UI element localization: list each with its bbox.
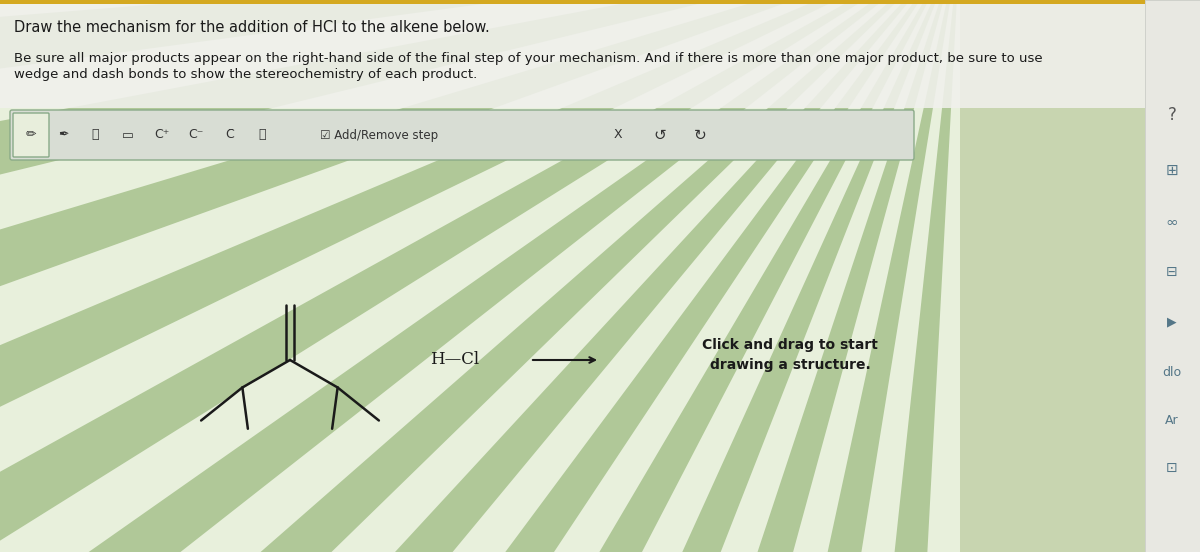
Polygon shape xyxy=(0,0,960,272)
Polygon shape xyxy=(46,0,960,552)
Polygon shape xyxy=(163,0,960,552)
Bar xyxy=(1145,0,1200,552)
Text: ▶: ▶ xyxy=(1168,316,1177,328)
Polygon shape xyxy=(0,0,960,126)
Polygon shape xyxy=(0,0,960,344)
Polygon shape xyxy=(709,0,960,552)
Text: ↺: ↺ xyxy=(654,128,666,142)
Polygon shape xyxy=(565,0,960,552)
Polygon shape xyxy=(637,0,960,552)
Polygon shape xyxy=(0,0,960,552)
Polygon shape xyxy=(858,0,960,552)
Text: X: X xyxy=(613,129,623,141)
Polygon shape xyxy=(226,0,960,552)
Text: C⁻: C⁻ xyxy=(188,129,204,141)
Text: ?: ? xyxy=(1168,106,1176,124)
Polygon shape xyxy=(356,0,960,552)
Text: ✋: ✋ xyxy=(91,129,98,141)
Text: H—Cl: H—Cl xyxy=(431,352,480,369)
Text: ∞: ∞ xyxy=(1165,215,1178,230)
Polygon shape xyxy=(424,0,960,552)
Polygon shape xyxy=(0,0,960,552)
Polygon shape xyxy=(0,0,960,52)
Text: Click and drag to start
drawing a structure.: Click and drag to start drawing a struct… xyxy=(702,338,878,371)
Polygon shape xyxy=(0,0,960,552)
Text: wedge and dash bonds to show the stereochemistry of each product.: wedge and dash bonds to show the stereoc… xyxy=(14,68,478,81)
Text: ⊟: ⊟ xyxy=(1166,265,1178,279)
Polygon shape xyxy=(0,0,960,484)
FancyBboxPatch shape xyxy=(13,113,49,157)
Polygon shape xyxy=(0,0,960,199)
Polygon shape xyxy=(0,0,960,552)
Bar xyxy=(0,0,1145,4)
Polygon shape xyxy=(0,0,960,552)
Polygon shape xyxy=(0,0,960,415)
Text: Be sure all major products appear on the right-hand side of the final step of yo: Be sure all major products appear on the… xyxy=(14,52,1043,65)
Polygon shape xyxy=(0,0,960,552)
Polygon shape xyxy=(0,0,960,552)
Bar xyxy=(0,0,1145,108)
Text: C⁺: C⁺ xyxy=(155,129,169,141)
Text: ✏: ✏ xyxy=(25,129,36,141)
Text: ⌒: ⌒ xyxy=(258,129,265,141)
Polygon shape xyxy=(289,0,960,552)
Polygon shape xyxy=(103,0,960,552)
Text: ▭: ▭ xyxy=(122,129,134,141)
Text: ↻: ↻ xyxy=(694,128,707,142)
Text: C̈: C̈ xyxy=(226,129,234,141)
Text: ✒: ✒ xyxy=(58,129,68,141)
Text: ⊡: ⊡ xyxy=(1166,461,1178,475)
Polygon shape xyxy=(0,0,960,552)
Text: Draw the mechanism for the addition of HCl to the alkene below.: Draw the mechanism for the addition of H… xyxy=(14,20,490,35)
Polygon shape xyxy=(0,0,960,552)
FancyBboxPatch shape xyxy=(10,110,914,160)
Text: dlo: dlo xyxy=(1163,365,1182,379)
Text: ⊞: ⊞ xyxy=(1165,162,1178,178)
Text: ☑ Add/Remove step: ☑ Add/Remove step xyxy=(320,129,438,141)
Polygon shape xyxy=(493,0,960,552)
Text: Ar: Ar xyxy=(1165,413,1178,427)
Polygon shape xyxy=(784,0,960,552)
